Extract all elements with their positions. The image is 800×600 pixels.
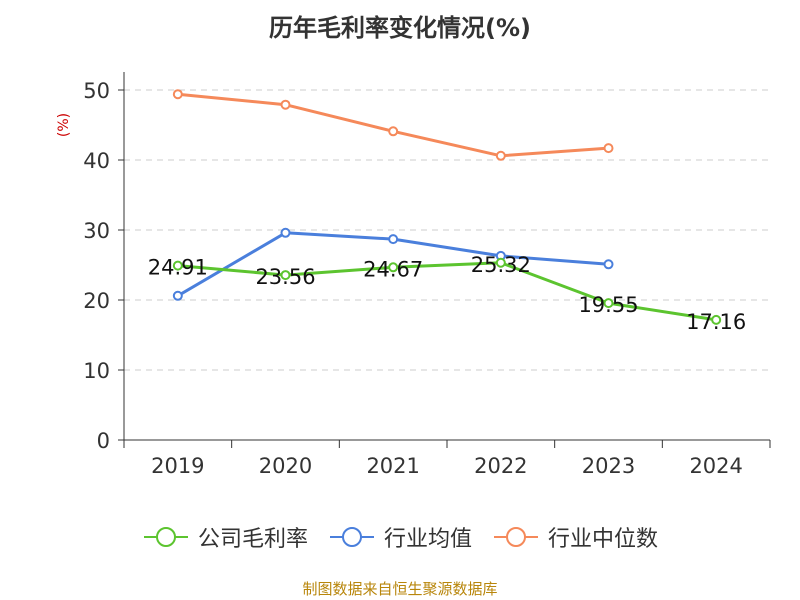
chart-title: 历年毛利率变化情况(%) (269, 14, 531, 42)
data-point (280, 270, 291, 281)
y-axis-label: (%) (56, 113, 72, 137)
data-point (711, 314, 722, 325)
legend: 公司毛利率 行业均值 行业中位数 (0, 520, 800, 554)
legend-label: 公司毛利率 (197, 527, 308, 552)
legend-item: 行业均值 (328, 521, 472, 553)
y-tick-label: 20 (83, 289, 110, 313)
data-label: 19.55 (578, 293, 638, 317)
x-tick-label: 2019 (151, 454, 204, 478)
legend-item: 行业中位数 (492, 521, 658, 553)
data-label: 24.67 (363, 257, 423, 281)
data-point (388, 234, 399, 245)
series-line (177, 261, 717, 322)
data-label: 25.32 (471, 253, 531, 277)
data-point (495, 257, 506, 268)
legend-swatch-icon (494, 527, 538, 547)
data-point (603, 298, 614, 309)
x-tick-label: 2023 (582, 454, 635, 478)
y-tick-label: 40 (83, 149, 110, 173)
axes: 0 10 20 30 40 50 (%) 2019 2020 2021 2022 2023 2024 (56, 72, 771, 478)
y-tick-label: 10 (83, 359, 110, 383)
x-tick-label: 2024 (689, 454, 742, 478)
data-label: 24.91 (148, 256, 208, 280)
series-line (177, 92, 609, 158)
data-labels: 24.91 23.56 24.67 25.32 19.55 17.16 (148, 253, 746, 334)
data-label: 17.16 (686, 310, 746, 334)
source-note: 制图数据来自恒生聚源数据库 (302, 580, 498, 598)
data-point (172, 260, 183, 271)
y-tick-label: 50 (83, 79, 110, 103)
y-tick-label: 0 (97, 429, 110, 453)
data-point (495, 150, 506, 161)
legend-label: 行业中位数 (548, 527, 659, 552)
gridlines (124, 89, 770, 371)
series-lines (172, 89, 722, 325)
legend-item: 公司毛利率 (142, 521, 308, 553)
legend-label: 行业均值 (383, 527, 472, 552)
data-point (388, 262, 399, 273)
data-point (603, 143, 614, 154)
data-point (280, 227, 291, 238)
x-tick-label: 2020 (259, 454, 312, 478)
data-point (603, 259, 614, 270)
x-tick-label: 2021 (366, 454, 419, 478)
data-point (172, 290, 183, 301)
data-point (388, 126, 399, 137)
x-tick-label: 2022 (474, 454, 527, 478)
legend-swatch-icon (329, 527, 374, 547)
legend-swatch-icon (143, 527, 188, 547)
data-point (280, 99, 291, 110)
data-point (172, 89, 183, 100)
y-tick-label: 30 (83, 219, 110, 243)
data-label: 23.56 (255, 265, 315, 289)
